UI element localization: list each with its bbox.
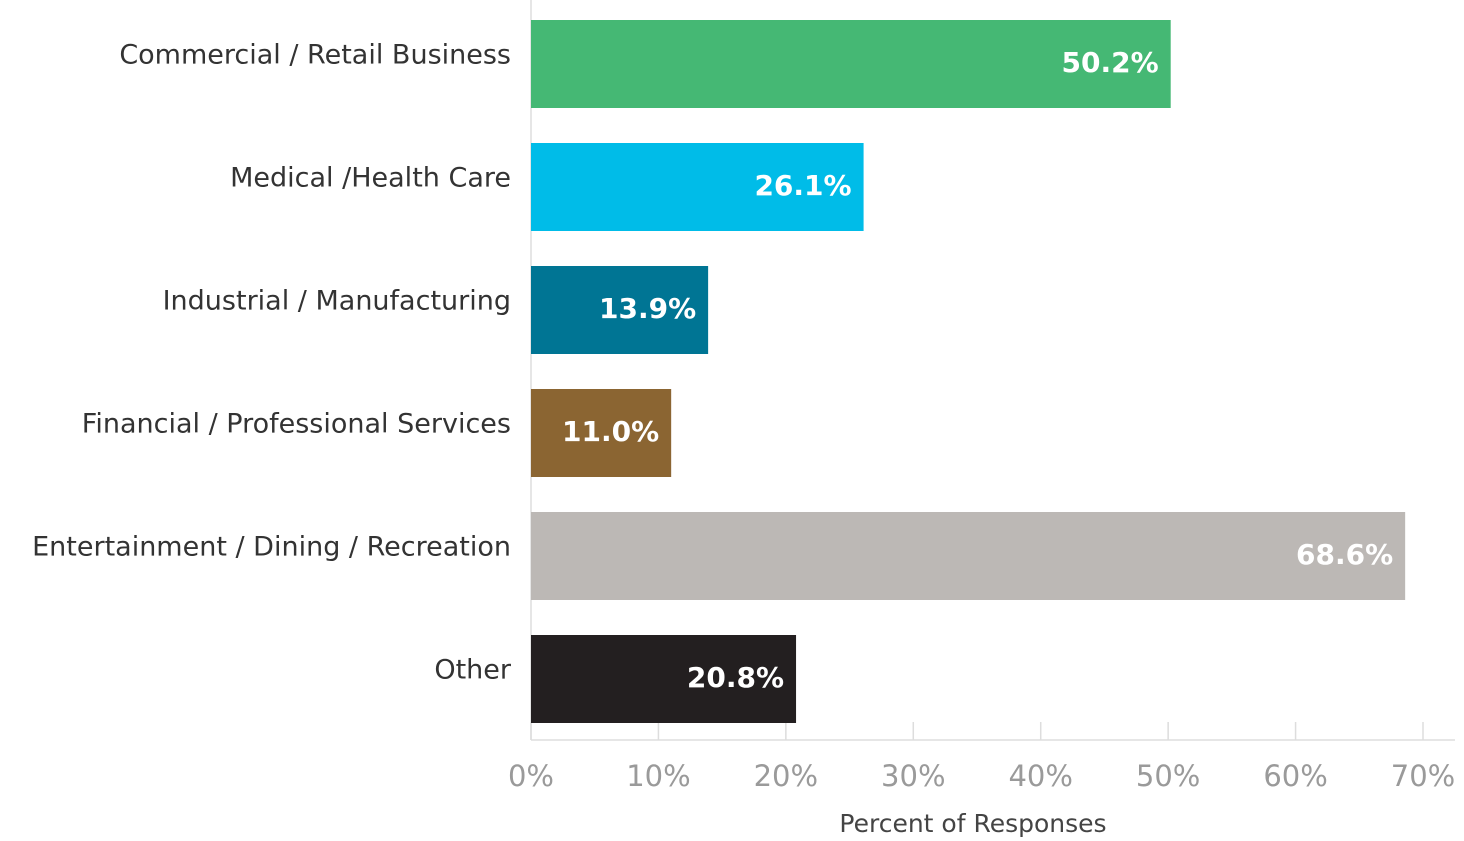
value-label: 26.1%	[754, 169, 851, 202]
bar	[531, 512, 1406, 600]
value-label: 20.8%	[687, 661, 784, 694]
bar	[531, 20, 1171, 108]
category-label: Entertainment / Dining / Recreation	[32, 532, 511, 563]
category-label: Financial / Professional Services	[82, 409, 511, 440]
bar	[531, 266, 709, 354]
value-label: 13.9%	[599, 292, 696, 325]
x-tick-label: 10%	[626, 759, 690, 793]
bar	[531, 143, 864, 231]
category-label: Other	[434, 655, 512, 686]
bar	[531, 389, 672, 477]
x-tick-label: 20%	[754, 759, 818, 793]
x-tick-label: 40%	[1008, 759, 1072, 793]
x-tick-label: 60%	[1263, 759, 1327, 793]
category-label: Medical /Health Care	[230, 163, 511, 194]
bar	[531, 635, 797, 723]
x-tick-label: 50%	[1136, 759, 1200, 793]
category-label: Industrial / Manufacturing	[163, 286, 511, 317]
category-label: Commercial / Retail Business	[119, 40, 511, 71]
x-tick-label: 70%	[1391, 759, 1455, 793]
value-label: 50.2%	[1062, 46, 1159, 79]
value-label: 68.6%	[1296, 538, 1393, 571]
value-label: 11.0%	[562, 415, 659, 448]
x-axis-label: Percent of Responses	[839, 809, 1106, 838]
x-tick-label: 0%	[508, 759, 554, 793]
x-tick-label: 30%	[881, 759, 945, 793]
